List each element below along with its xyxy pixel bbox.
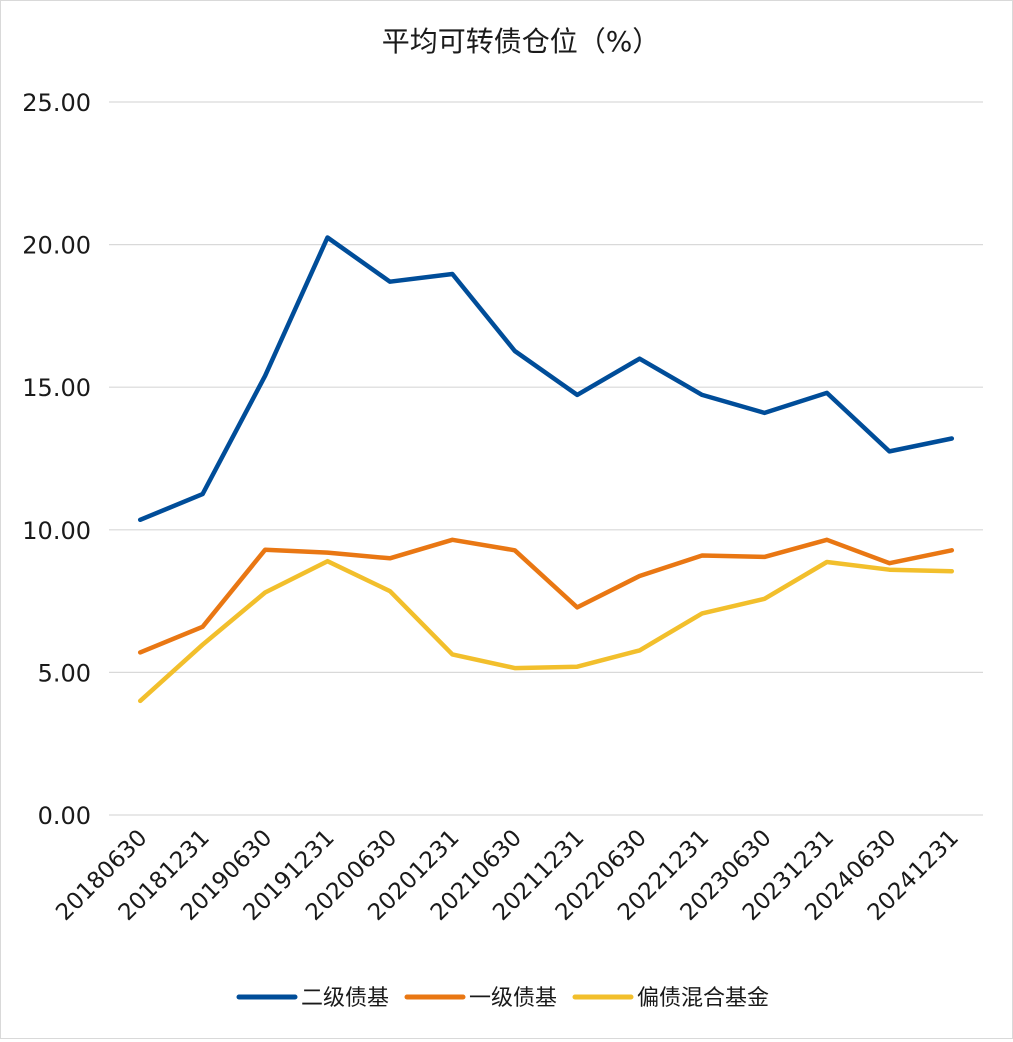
x-axis-ticks: 2018063020181231201906302019123120200630… <box>51 825 964 926</box>
chart-title: 平均可转债仓位（%） <box>382 25 661 58</box>
series-line-2 <box>137 558 955 704</box>
legend-label: 一级债基 <box>469 986 557 1011</box>
series-lines <box>137 235 955 704</box>
y-tick-label: 10.00 <box>22 517 91 545</box>
y-tick-label: 5.00 <box>38 659 91 687</box>
y-axis-ticks: 0.00 5.00 10.00 15.00 20.00 25.00 <box>22 89 91 830</box>
series-line-1 <box>137 537 955 655</box>
legend: 二级债基 一级债基 偏债混合基金 <box>236 986 769 1011</box>
y-tick-label: 20.00 <box>22 232 91 260</box>
y-tick-label: 25.00 <box>22 89 91 117</box>
legend-label: 偏债混合基金 <box>637 986 769 1011</box>
gridlines <box>109 101 983 816</box>
y-tick-label: 0.00 <box>38 802 91 830</box>
y-tick-label: 15.00 <box>22 374 91 402</box>
legend-label: 二级债基 <box>301 986 389 1011</box>
series-line-0 <box>137 235 955 523</box>
